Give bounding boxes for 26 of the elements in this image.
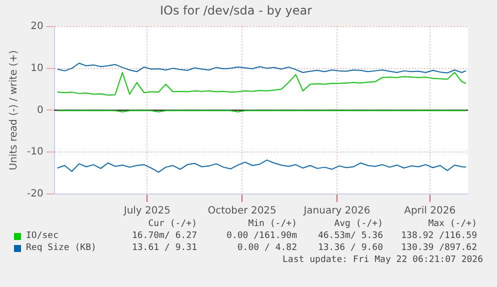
text: 138.92 /116.59 [401,231,477,241]
legend-label: Req Size (KB) [26,243,96,253]
text: 13.36 / 9.60 [318,243,383,253]
text: 0.00 / 4.82 [237,243,297,253]
text: Max (-/+) [428,219,477,229]
text: 16.70m/ 6.27 [132,231,197,241]
text: Cur (-/+) [148,219,197,229]
x-tick-label: January 2026 [302,206,370,217]
y-axis-title: Units read (-) / write (+) [8,50,20,170]
text: Avg (-/+) [334,219,383,229]
x-tick-label: July 2025 [122,206,170,217]
chart-title: IOs for /dev/sda - by year [160,3,312,18]
y-tick-label: 10 [30,62,44,74]
text: 0.00 /161.90m [226,231,297,241]
text: Min (-/+) [248,219,297,229]
text: Last update: Fri May 22 06:21:07 2026 [282,255,484,267]
y-tick-label: -20 [26,188,44,200]
y-tick-label: 0 [36,104,44,116]
x-tick-label: October 2025 [208,206,276,217]
text: 46.53m/ 5.36 [318,231,383,241]
y-tick-label: -10 [26,146,44,158]
text: 13.61 / 9.31 [132,243,197,253]
legend-label: IO/sec [26,231,59,241]
x-tick-label: April 2026 [404,206,456,217]
y-tick-label: 20 [30,20,44,32]
text: 130.39 /897.62 [401,243,477,253]
